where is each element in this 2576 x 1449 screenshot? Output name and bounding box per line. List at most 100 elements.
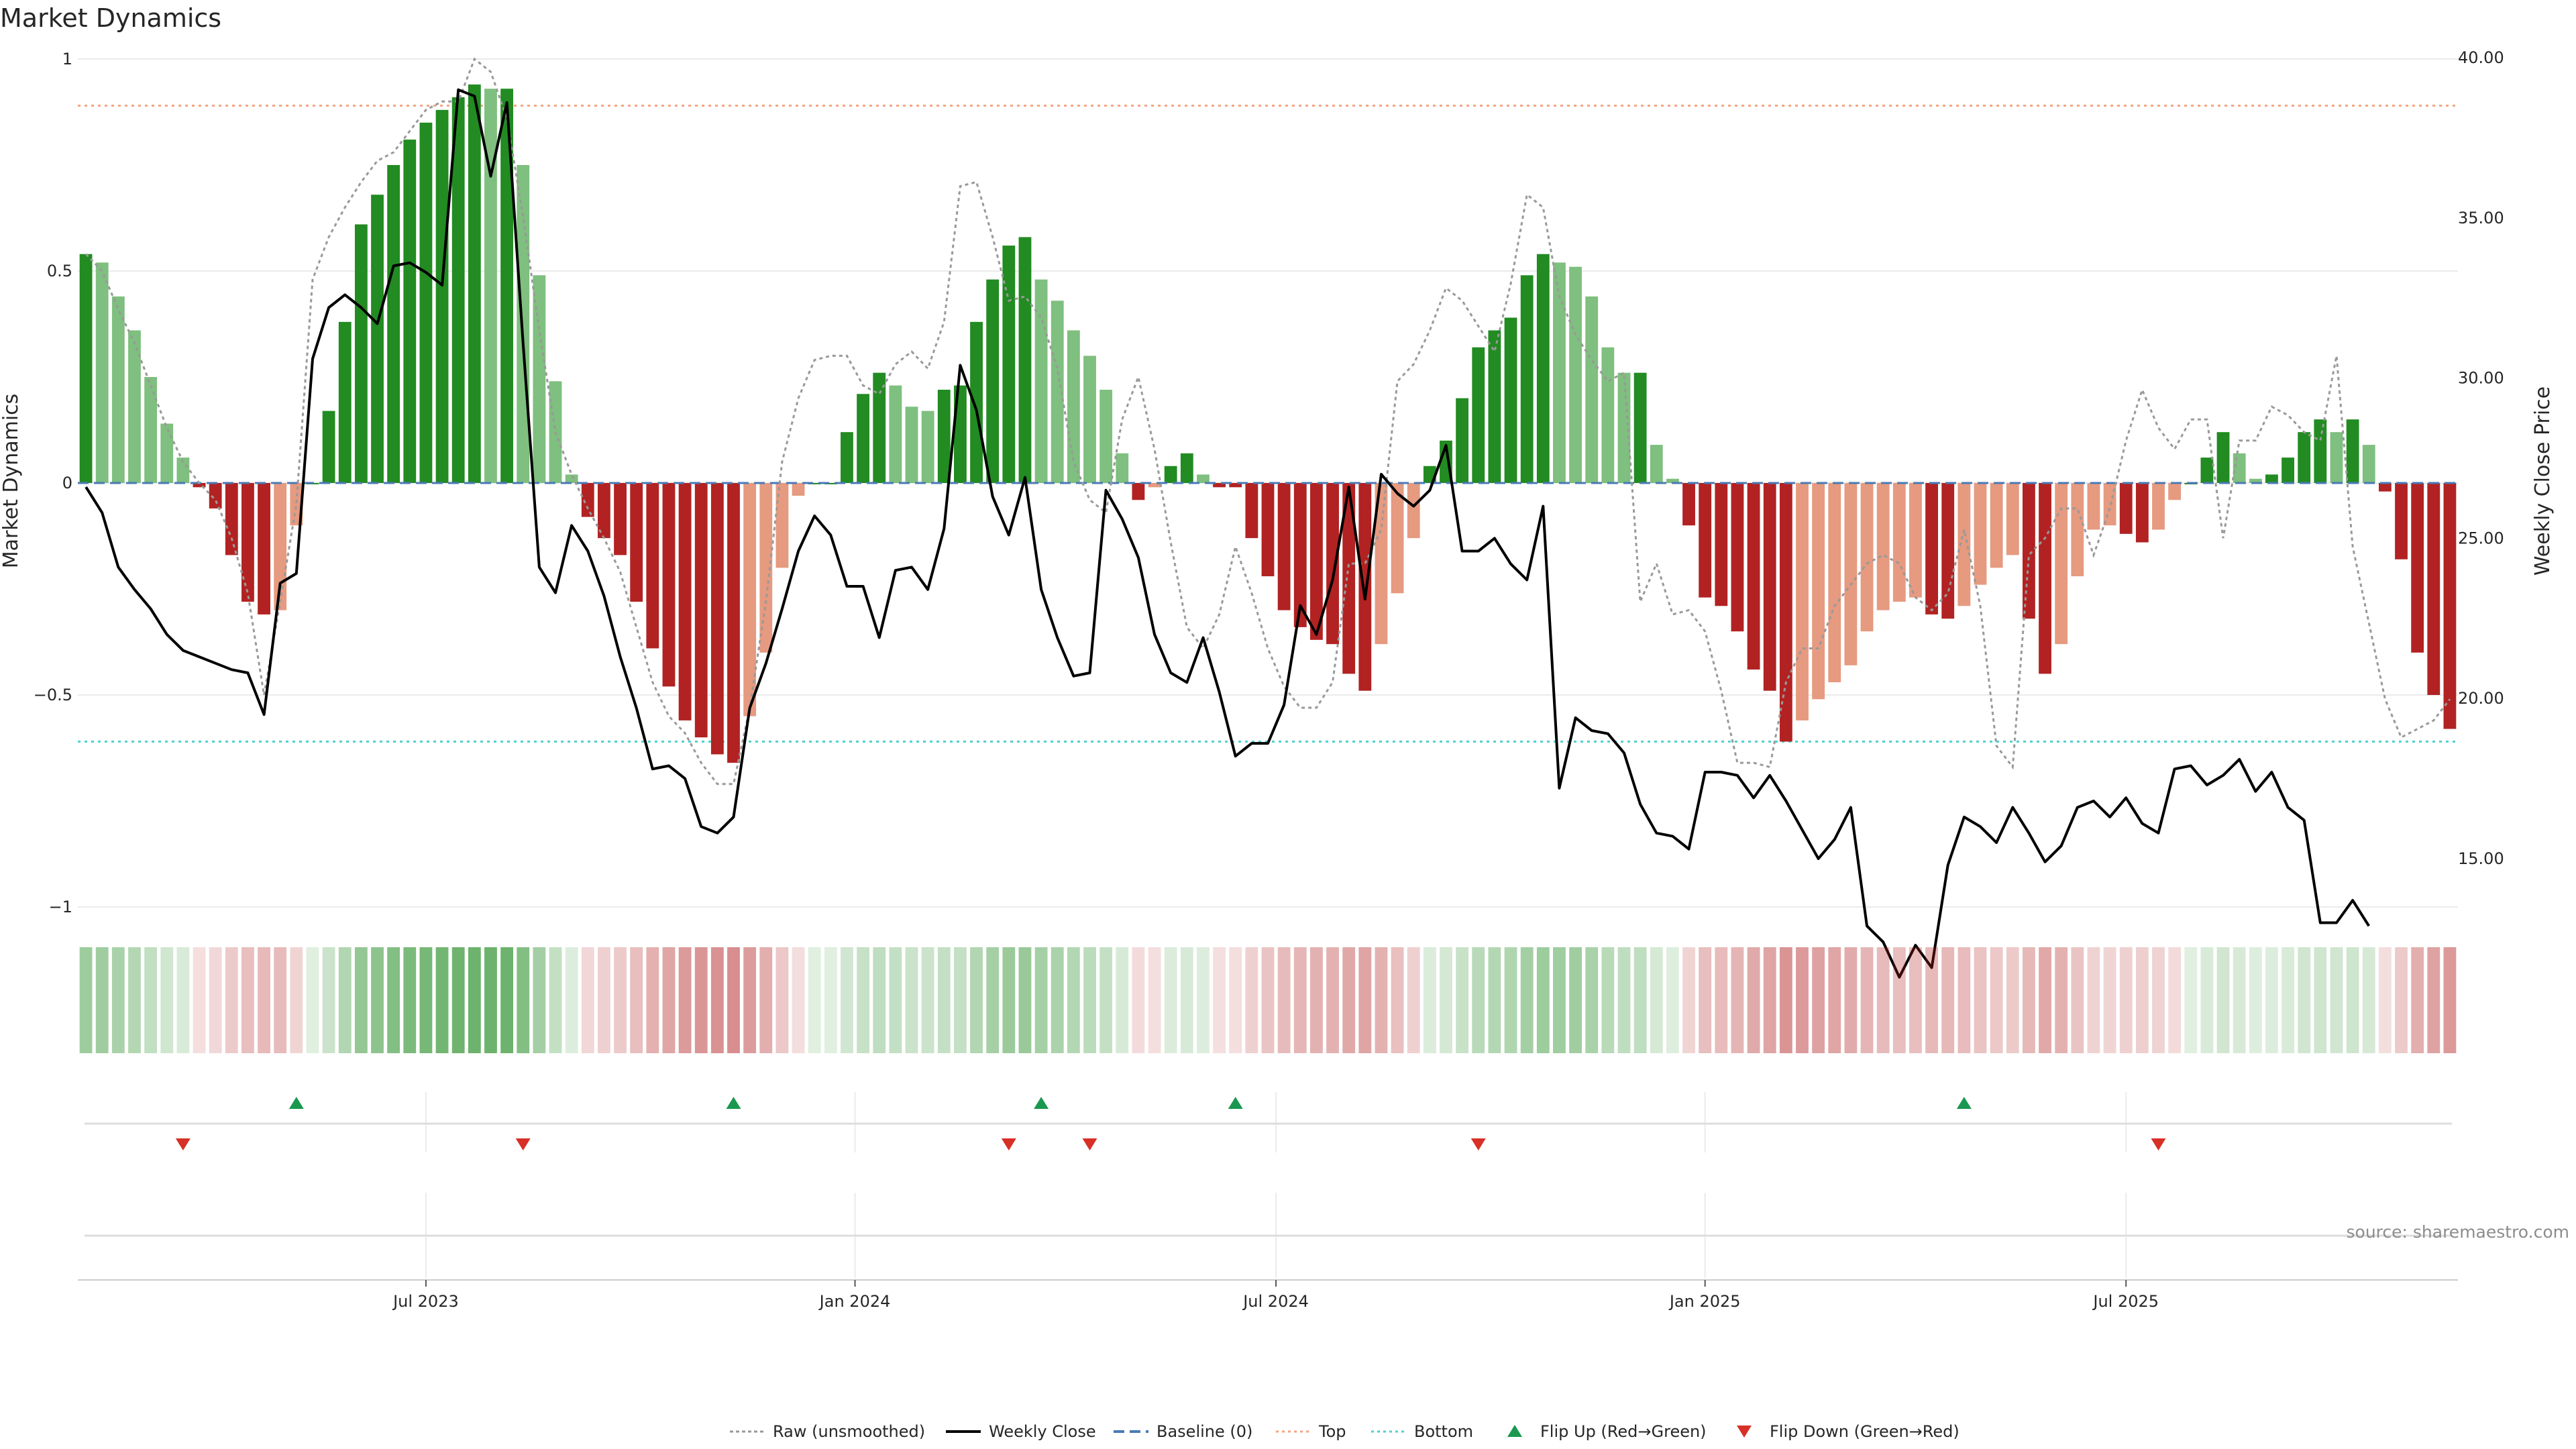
momentum-bar	[1456, 398, 1469, 483]
momentum-bar	[1342, 483, 1356, 674]
momentum-bar	[2055, 483, 2068, 645]
momentum-bar	[630, 483, 643, 602]
y-tick-label: 1	[62, 50, 72, 68]
momentum-bar	[419, 122, 433, 484]
momentum-bar	[614, 483, 627, 555]
strip-cell	[1472, 947, 1485, 1053]
momentum-bar	[2427, 483, 2440, 695]
strip-cell	[1536, 947, 1550, 1053]
strip-cell	[1067, 947, 1080, 1053]
strip-cell	[1601, 947, 1615, 1053]
flip-up-marker	[1034, 1097, 1049, 1109]
legend-label: Top	[1318, 1422, 1346, 1441]
strip-cell	[1504, 947, 1517, 1053]
strip-cell	[484, 947, 497, 1053]
strip-cell	[841, 947, 853, 1053]
strip-cell	[451, 947, 465, 1053]
strip-cell	[1293, 947, 1307, 1053]
momentum-bar	[2298, 432, 2311, 483]
strip-cell	[1699, 947, 1712, 1053]
momentum-bar	[662, 483, 676, 687]
momentum-bar	[1164, 466, 1177, 483]
strip-cell	[387, 947, 400, 1053]
strip-cell	[2055, 947, 2068, 1053]
momentum-bar	[841, 432, 853, 483]
strip-cell	[1342, 947, 1356, 1053]
strip-cell	[2022, 947, 2035, 1053]
momentum-bar	[1213, 483, 1226, 488]
legend-label: Raw (unsmoothed)	[773, 1422, 925, 1441]
y-tick-label: 0.5	[47, 262, 72, 280]
strip-cell	[371, 947, 384, 1053]
momentum-bar	[484, 89, 497, 484]
strength-strip	[79, 947, 2457, 1053]
momentum-bar	[1488, 330, 1501, 483]
strip-cell	[614, 947, 627, 1053]
momentum-bar	[500, 89, 514, 484]
strip-cell	[500, 947, 514, 1053]
strip-cell	[403, 947, 417, 1053]
strip-cell	[1666, 947, 1679, 1053]
strip-cell	[937, 947, 951, 1053]
flip-down-marker	[2151, 1138, 2166, 1150]
momentum-bar	[743, 483, 757, 716]
strip-cell	[193, 947, 206, 1053]
strip-cell	[2152, 947, 2165, 1053]
momentum-bar	[2071, 483, 2084, 577]
momentum-bar	[128, 330, 141, 483]
strip-cell	[565, 947, 578, 1053]
weekly-close-series	[85, 88, 2370, 979]
momentum-bar	[1860, 483, 1874, 632]
momentum-bar	[1472, 347, 1485, 483]
strip-cell	[2087, 947, 2100, 1053]
momentum-bar	[176, 458, 190, 483]
chart-title: Market Dynamics	[0, 3, 221, 33]
momentum-bar	[1132, 483, 1145, 500]
momentum-bar	[694, 483, 708, 738]
strip-cell	[2071, 947, 2084, 1053]
strip-cell	[1423, 947, 1436, 1053]
strip-cell	[1617, 947, 1631, 1053]
momentum-bar	[2443, 483, 2457, 729]
strip-cell	[338, 947, 352, 1053]
momentum-bar	[2346, 419, 2359, 483]
strip-cell	[1083, 947, 1096, 1053]
momentum-bar	[598, 483, 610, 539]
strip-cell	[209, 947, 222, 1053]
strip-cell	[873, 947, 886, 1053]
legend-label: Flip Down (Green→Red)	[1770, 1422, 1960, 1441]
strip-cell	[1569, 947, 1582, 1053]
strip-cell	[2233, 947, 2246, 1053]
strip-cell	[1213, 947, 1226, 1053]
strip-cell	[1018, 947, 1032, 1053]
momentum-bar	[1699, 483, 1712, 598]
momentum-bar	[533, 275, 546, 483]
strip-cell	[435, 947, 449, 1053]
strip-cell	[1990, 947, 2003, 1053]
strip-cell	[274, 947, 287, 1053]
y-tick-label: −0.5	[34, 686, 72, 704]
strip-cell	[419, 947, 433, 1053]
strip-cell	[1456, 947, 1469, 1053]
momentum-bar	[2362, 445, 2375, 483]
momentum-bar	[1261, 483, 1275, 577]
legend-item-flipup: Flip Up (Red→Green)	[1507, 1422, 1707, 1441]
flip-down-marker	[175, 1138, 191, 1150]
momentum-bar	[1828, 483, 1841, 683]
momentum-bar	[2152, 483, 2165, 530]
momentum-bar	[1375, 483, 1388, 645]
strip-cell	[533, 947, 546, 1053]
momentum-bar	[1034, 279, 1048, 483]
momentum-bar	[759, 483, 773, 653]
strip-cell	[2346, 947, 2359, 1053]
momentum-bar	[193, 483, 206, 488]
source-label: source: sharemaestro.com	[2347, 1222, 2570, 1242]
strip-cell	[759, 947, 773, 1053]
momentum-bar	[1099, 389, 1113, 483]
momentum-bars	[78, 84, 2458, 763]
strip-cell	[808, 947, 821, 1053]
strip-cell	[1520, 947, 1534, 1053]
momentum-bar	[354, 224, 368, 483]
momentum-bar	[258, 483, 270, 614]
strip-cell	[241, 947, 254, 1053]
